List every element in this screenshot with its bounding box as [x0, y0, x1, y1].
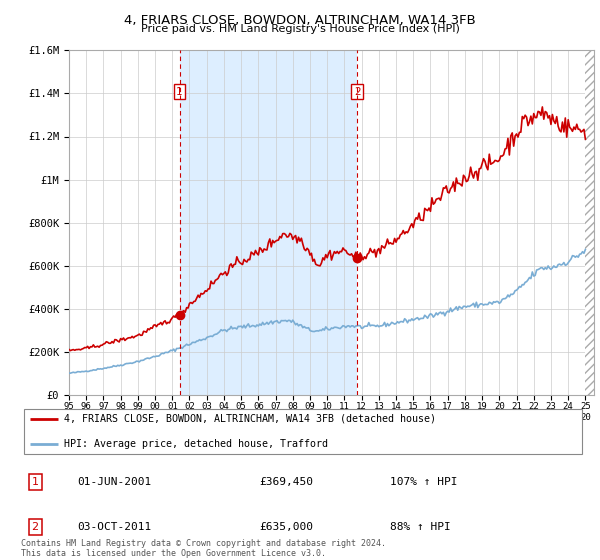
Bar [179, 50, 358, 395]
Text: 1: 1 [32, 477, 38, 487]
Text: 4, FRIARS CLOSE, BOWDON, ALTRINCHAM, WA14 3FB: 4, FRIARS CLOSE, BOWDON, ALTRINCHAM, WA1… [124, 14, 476, 27]
Text: 88% ↑ HPI: 88% ↑ HPI [389, 522, 450, 532]
Text: £369,450: £369,450 [259, 477, 313, 487]
Text: 03-OCT-2011: 03-OCT-2011 [78, 522, 152, 532]
Text: 2: 2 [32, 522, 39, 532]
Text: 4, FRIARS CLOSE, BOWDON, ALTRINCHAM, WA14 3FB (detached house): 4, FRIARS CLOSE, BOWDON, ALTRINCHAM, WA1… [64, 414, 436, 423]
Text: 1: 1 [176, 87, 183, 97]
Text: HPI: Average price, detached house, Trafford: HPI: Average price, detached house, Traf… [64, 439, 328, 449]
Text: Contains HM Land Registry data © Crown copyright and database right 2024.
This d: Contains HM Land Registry data © Crown c… [21, 539, 386, 558]
Text: £635,000: £635,000 [259, 522, 313, 532]
Text: 01-JUN-2001: 01-JUN-2001 [78, 477, 152, 487]
Text: Price paid vs. HM Land Registry's House Price Index (HPI): Price paid vs. HM Land Registry's House … [140, 24, 460, 34]
FancyBboxPatch shape [24, 409, 583, 454]
Text: 2: 2 [354, 87, 361, 97]
Text: 107% ↑ HPI: 107% ↑ HPI [389, 477, 457, 487]
